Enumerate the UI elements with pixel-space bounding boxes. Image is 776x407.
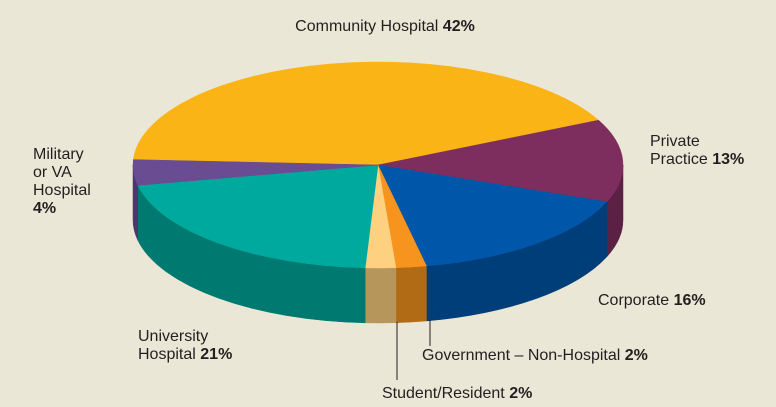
slice-label: University Hospital 21%: [138, 328, 243, 364]
slice-label: Government – Non-Hospital 2%: [422, 347, 648, 365]
category-name: Military or VA Hospital: [33, 146, 91, 199]
pie-slice: [132, 159, 379, 186]
pie-wall: [395, 265, 427, 323]
value-label: 42%: [442, 18, 475, 35]
pie-wall: [364, 267, 397, 324]
pie-slice: [377, 119, 624, 203]
slice-label: Community Hospital 42%: [295, 18, 475, 36]
pie-slice: [137, 164, 379, 269]
category-name: Government – Non-Hospital: [422, 347, 621, 364]
pie-tops: [132, 61, 624, 269]
slice-label: Military or VA Hospital 4%: [33, 146, 95, 218]
value-label: 2%: [624, 347, 648, 364]
value-label: 16%: [673, 292, 706, 309]
pie-slice: [133, 61, 600, 166]
value-label: 2%: [509, 385, 533, 402]
slice-label: Private Practice 13%: [650, 133, 750, 169]
category-name: Private Practice: [650, 133, 708, 168]
category-name: Community Hospital: [295, 18, 439, 35]
slice-label: Student/Resident 2%: [382, 385, 532, 403]
slice-label: Corporate 16%: [598, 292, 706, 310]
category-name: Corporate: [598, 292, 670, 309]
category-name: Student/Resident: [382, 385, 505, 402]
value-label: 13%: [712, 151, 745, 168]
value-label: 4%: [33, 200, 57, 217]
category-name: University Hospital: [138, 328, 209, 363]
pie-slice: [377, 164, 608, 267]
pie-walls: [132, 164, 624, 324]
value-label: 21%: [200, 346, 233, 363]
